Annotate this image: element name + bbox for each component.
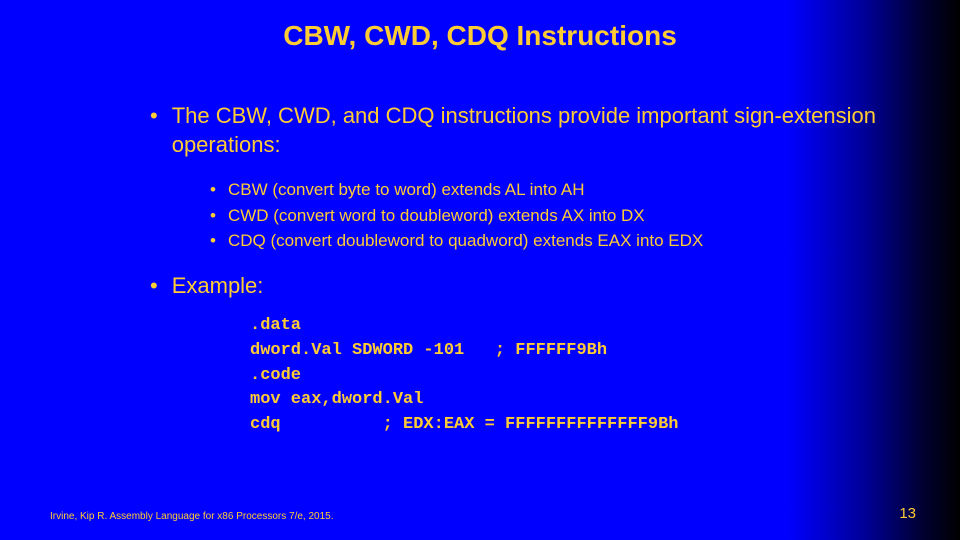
page-number: 13 [899,505,916,522]
bullet-sub-1: • CBW (convert byte to word) extends AL … [210,177,900,203]
slide-content: • The CBW, CWD, and CDQ instructions pro… [0,52,960,437]
bullet-main-1: • The CBW, CWD, and CDQ instructions pro… [150,102,900,159]
sub-bullet-list: • CBW (convert byte to word) extends AL … [150,177,900,254]
bullet-sub-2: • CWD (convert word to doubleword) exten… [210,203,900,229]
footer-citation: Irvine, Kip R. Assembly Language for x86… [50,511,334,522]
slide-title: CBW, CWD, CDQ Instructions [0,0,960,52]
code-example: .data dword.Val SDWORD -101 ; FFFFFF9Bh … [150,314,900,437]
bullet-sub-1-text: CBW (convert byte to word) extends AL in… [228,177,585,203]
bullet-sub-3-text: CDQ (convert doubleword to quadword) ext… [228,228,703,254]
bullet-dot-icon: • [210,203,216,229]
bullet-sub-3: • CDQ (convert doubleword to quadword) e… [210,228,900,254]
bullet-dot-icon: • [150,102,158,159]
bullet-main-1-text: The CBW, CWD, and CDQ instructions provi… [172,102,900,159]
bullet-dot-icon: • [150,272,158,301]
bullet-main-2: • Example: [150,272,900,301]
bullet-sub-2-text: CWD (convert word to doubleword) extends… [228,203,645,229]
bullet-main-2-text: Example: [172,272,900,301]
bullet-dot-icon: • [210,177,216,203]
bullet-dot-icon: • [210,228,216,254]
